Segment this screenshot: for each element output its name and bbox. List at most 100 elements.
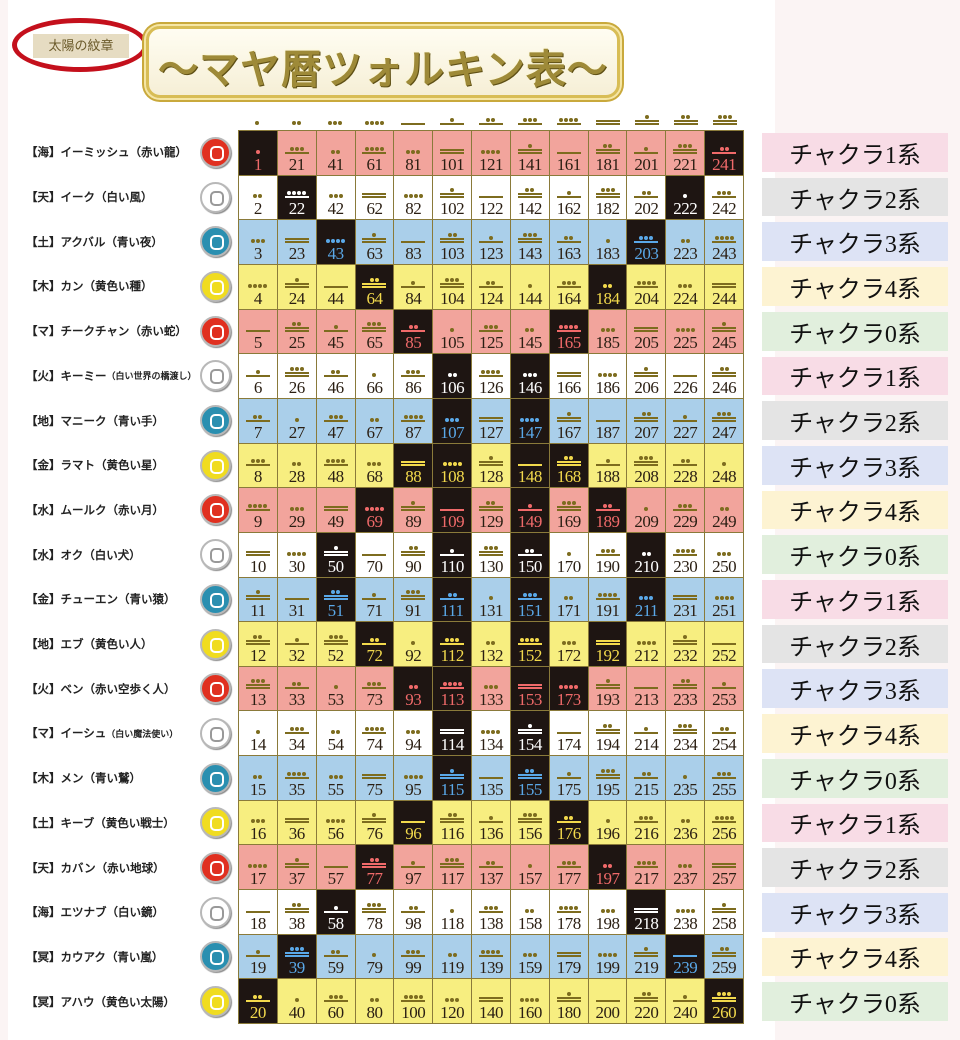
- portal-day-cell[interactable]: 114: [433, 711, 472, 756]
- kin-cell[interactable]: 162: [549, 175, 588, 220]
- kin-cell[interactable]: 10: [239, 532, 277, 577]
- kin-cell[interactable]: 191: [588, 577, 627, 622]
- kin-cell[interactable]: 140: [472, 979, 510, 1023]
- kin-cell[interactable]: 86: [394, 354, 433, 398]
- kin-cell[interactable]: 231: [666, 577, 705, 622]
- kin-cell[interactable]: 36: [277, 800, 316, 845]
- kin-cell[interactable]: 128: [472, 443, 510, 488]
- kin-cell[interactable]: 252: [705, 622, 743, 666]
- kin-cell[interactable]: 182: [588, 175, 627, 220]
- kin-cell[interactable]: 102: [433, 175, 472, 220]
- kin-cell[interactable]: 243: [705, 220, 743, 264]
- kin-cell[interactable]: 136: [472, 800, 510, 845]
- portal-day-cell[interactable]: 151: [510, 577, 549, 622]
- kin-cell[interactable]: 181: [588, 131, 627, 175]
- kin-cell[interactable]: 133: [472, 666, 510, 711]
- kin-cell[interactable]: 186: [588, 354, 627, 398]
- kin-cell[interactable]: 233: [666, 666, 705, 711]
- kin-cell[interactable]: 258: [705, 890, 743, 934]
- kin-cell[interactable]: 163: [549, 220, 588, 264]
- portal-day-cell[interactable]: 176: [549, 800, 588, 845]
- kin-cell[interactable]: 45: [316, 309, 355, 354]
- kin-cell[interactable]: 126: [472, 354, 510, 398]
- kin-cell[interactable]: 199: [588, 934, 627, 979]
- kin-cell[interactable]: 242: [705, 175, 743, 220]
- kin-cell[interactable]: 156: [510, 800, 549, 845]
- kin-cell[interactable]: 125: [472, 309, 510, 354]
- kin-cell[interactable]: 29: [277, 488, 316, 532]
- kin-cell[interactable]: 21: [277, 131, 316, 175]
- portal-day-cell[interactable]: 154: [510, 711, 549, 756]
- portal-day-cell[interactable]: 155: [510, 756, 549, 800]
- kin-cell[interactable]: 170: [549, 532, 588, 577]
- kin-cell[interactable]: 255: [705, 756, 743, 800]
- portal-day-cell[interactable]: 152: [510, 622, 549, 666]
- kin-cell[interactable]: 31: [277, 577, 316, 622]
- portal-day-cell[interactable]: 241: [705, 131, 743, 175]
- kin-cell[interactable]: 137: [472, 845, 510, 890]
- kin-cell[interactable]: 75: [355, 756, 394, 800]
- kin-cell[interactable]: 9: [239, 488, 277, 532]
- kin-cell[interactable]: 132: [472, 622, 510, 666]
- kin-cell[interactable]: 120: [433, 979, 472, 1023]
- portal-day-cell[interactable]: 147: [510, 398, 549, 443]
- kin-cell[interactable]: 104: [433, 264, 472, 309]
- kin-cell[interactable]: 229: [666, 488, 705, 532]
- kin-cell[interactable]: 185: [588, 309, 627, 354]
- kin-cell[interactable]: 251: [705, 577, 743, 622]
- portal-day-cell[interactable]: 64: [355, 264, 394, 309]
- kin-cell[interactable]: 188: [588, 443, 627, 488]
- kin-cell[interactable]: 169: [549, 488, 588, 532]
- kin-cell[interactable]: 52: [316, 622, 355, 666]
- portal-day-cell[interactable]: 260: [705, 979, 743, 1023]
- kin-cell[interactable]: 116: [433, 800, 472, 845]
- kin-cell[interactable]: 63: [355, 220, 394, 264]
- kin-cell[interactable]: 248: [705, 443, 743, 488]
- kin-cell[interactable]: 18: [239, 890, 277, 934]
- kin-cell[interactable]: 66: [355, 354, 394, 398]
- kin-cell[interactable]: 41: [316, 131, 355, 175]
- kin-cell[interactable]: 166: [549, 354, 588, 398]
- kin-cell[interactable]: 257: [705, 845, 743, 890]
- kin-cell[interactable]: 14: [239, 711, 277, 756]
- portal-day-cell[interactable]: 113: [433, 666, 472, 711]
- kin-cell[interactable]: 244: [705, 264, 743, 309]
- kin-cell[interactable]: 2: [239, 175, 277, 220]
- kin-cell[interactable]: 187: [588, 398, 627, 443]
- kin-cell[interactable]: 198: [588, 890, 627, 934]
- kin-cell[interactable]: 171: [549, 577, 588, 622]
- kin-cell[interactable]: 129: [472, 488, 510, 532]
- kin-cell[interactable]: 124: [472, 264, 510, 309]
- kin-cell[interactable]: 227: [666, 398, 705, 443]
- portal-day-cell[interactable]: 77: [355, 845, 394, 890]
- kin-cell[interactable]: 167: [549, 398, 588, 443]
- kin-cell[interactable]: 71: [355, 577, 394, 622]
- kin-cell[interactable]: 35: [277, 756, 316, 800]
- kin-cell[interactable]: 48: [316, 443, 355, 488]
- portal-day-cell[interactable]: 168: [549, 443, 588, 488]
- kin-cell[interactable]: 208: [627, 443, 666, 488]
- kin-cell[interactable]: 70: [355, 532, 394, 577]
- kin-cell[interactable]: 42: [316, 175, 355, 220]
- portal-day-cell[interactable]: 69: [355, 488, 394, 532]
- kin-cell[interactable]: 13: [239, 666, 277, 711]
- kin-cell[interactable]: 247: [705, 398, 743, 443]
- kin-cell[interactable]: 232: [666, 622, 705, 666]
- kin-cell[interactable]: 99: [394, 934, 433, 979]
- portal-day-cell[interactable]: 173: [549, 666, 588, 711]
- kin-cell[interactable]: 121: [472, 131, 510, 175]
- kin-cell[interactable]: 4: [239, 264, 277, 309]
- kin-cell[interactable]: 40: [277, 979, 316, 1023]
- kin-cell[interactable]: 143: [510, 220, 549, 264]
- kin-cell[interactable]: 23: [277, 220, 316, 264]
- kin-cell[interactable]: 134: [472, 711, 510, 756]
- portal-day-cell[interactable]: 108: [433, 443, 472, 488]
- kin-cell[interactable]: 180: [549, 979, 588, 1023]
- portal-day-cell[interactable]: 39: [277, 934, 316, 979]
- portal-day-cell[interactable]: 50: [316, 532, 355, 577]
- portal-day-cell[interactable]: 192: [588, 622, 627, 666]
- portal-day-cell[interactable]: 88: [394, 443, 433, 488]
- kin-cell[interactable]: 11: [239, 577, 277, 622]
- kin-cell[interactable]: 92: [394, 622, 433, 666]
- kin-cell[interactable]: 214: [627, 711, 666, 756]
